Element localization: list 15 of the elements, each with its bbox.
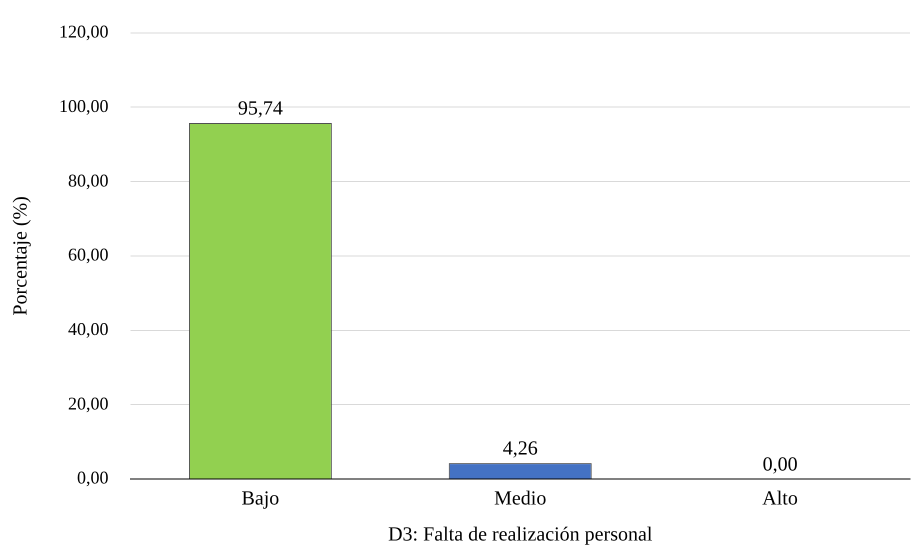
x-axis-title: D3: Falta de realización personal: [388, 523, 653, 546]
y-axis-title: Porcentaje (%): [9, 196, 32, 316]
data-label: 0,00: [762, 453, 798, 476]
y-tick-label: 100,00: [59, 96, 108, 116]
y-tick-label: 60,00: [68, 244, 108, 265]
y-tick-label: 120,00: [59, 22, 108, 42]
x-tick-label: Medio: [494, 487, 546, 510]
y-tick-label: 20,00: [68, 393, 108, 414]
x-tick-label: Bajo: [242, 487, 280, 510]
data-label: 4,26: [502, 437, 538, 460]
y-tick-label: 0,00: [77, 468, 108, 488]
x-tick-label: Alto: [762, 487, 798, 510]
data-label: 95,74: [238, 97, 283, 120]
y-tick-label: 40,00: [68, 319, 108, 339]
y-tick-label: 80,00: [68, 170, 108, 190]
